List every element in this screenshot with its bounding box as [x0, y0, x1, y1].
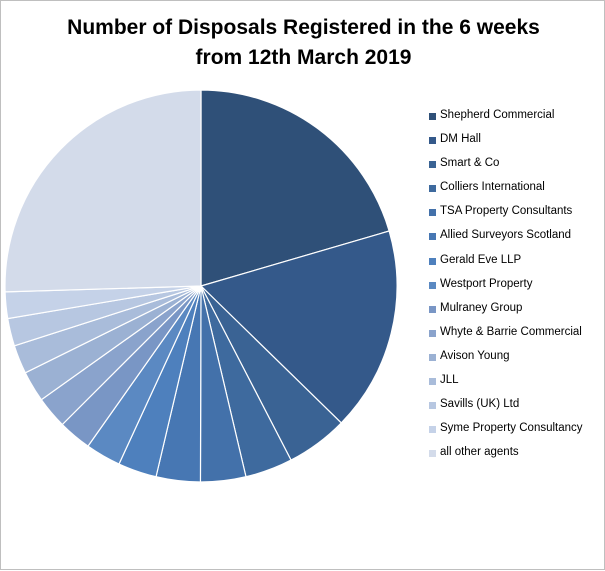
legend-item-11: JLL: [427, 372, 602, 396]
legend-item-0: Shepherd Commercial: [427, 107, 602, 131]
legend-swatch-14: [429, 450, 436, 458]
legend-swatch-12: [429, 402, 436, 410]
legend-swatch-7: [429, 281, 436, 289]
legend-item-8: Mulraney Group: [427, 300, 602, 324]
chart-legend: Shepherd Commercial DM Hall Smart & Co Coll…: [427, 107, 602, 468]
legend-swatch-8: [429, 305, 436, 313]
legend-item-14: all other agents: [427, 444, 602, 468]
legend-label-14: all other agents: [440, 446, 519, 459]
legend-label-12: Savills (UK) Ltd: [440, 398, 520, 411]
legend-label-7: Westport Property: [440, 277, 533, 290]
chart-title: Number of Disposals Registered in the 6 …: [1, 13, 605, 73]
legend-swatch-4: [429, 209, 436, 217]
legend-label-0: Shepherd Commercial: [440, 109, 555, 121]
legend-swatch-10: [429, 353, 436, 361]
legend-item-6: Gerald Eve LLP: [427, 252, 602, 276]
legend-swatch-3: [429, 185, 436, 193]
legend-swatch-11: [429, 378, 436, 386]
legend-label-9: Whyte & Barrie Commercial: [440, 325, 582, 338]
legend-item-10: Avison Young: [427, 348, 602, 372]
legend-label-4: TSA Property Consultants: [440, 205, 573, 218]
pie-slice-0: [200, 89, 390, 287]
legend-item-4: TSA Property Consultants: [427, 203, 602, 227]
legend-label-5: Allied Surveyors Scotland: [440, 229, 572, 242]
legend-item-9: Whyte & Barrie Commercial: [427, 324, 602, 348]
pie-slice-14: [4, 89, 202, 293]
chart-title-line-1: Number of Disposals Registered in the 6 …: [67, 16, 540, 39]
legend-item-7: Westport Property: [427, 276, 602, 300]
legend-label-13: Syme Property Consultancy: [440, 422, 583, 435]
legend-label-6: Gerald Eve LLP: [440, 253, 522, 266]
legend-swatch-2: [429, 161, 436, 169]
legend-item-5: Allied Surveyors Scotland: [427, 227, 602, 251]
legend-label-2: Smart & Co: [440, 157, 500, 170]
legend-item-12: Savills (UK) Ltd: [427, 396, 602, 420]
chart-title-line-2: from 12th March 2019: [195, 46, 412, 69]
legend-label-3: Colliers International: [440, 181, 545, 194]
legend-swatch-6: [429, 257, 436, 265]
legend-swatch-5: [429, 233, 436, 241]
legend-label-10: Avison Young: [440, 349, 510, 362]
legend-item-13: Syme Property Consultancy: [427, 420, 602, 444]
legend-label-11: JLL: [440, 374, 459, 387]
legend-swatch-13: [429, 426, 436, 434]
legend-swatch-9: [429, 329, 436, 337]
legend-item-1: DM Hall: [427, 131, 602, 155]
legend-label-8: Mulraney Group: [440, 301, 523, 314]
legend-item-2: Smart & Co: [427, 155, 602, 179]
legend-swatch-1: [429, 137, 436, 145]
legend-item-3: Colliers International: [427, 179, 602, 203]
legend-label-1: DM Hall: [440, 133, 481, 146]
legend-swatch-0: [429, 113, 436, 120]
pie-slice-1: [199, 230, 398, 424]
